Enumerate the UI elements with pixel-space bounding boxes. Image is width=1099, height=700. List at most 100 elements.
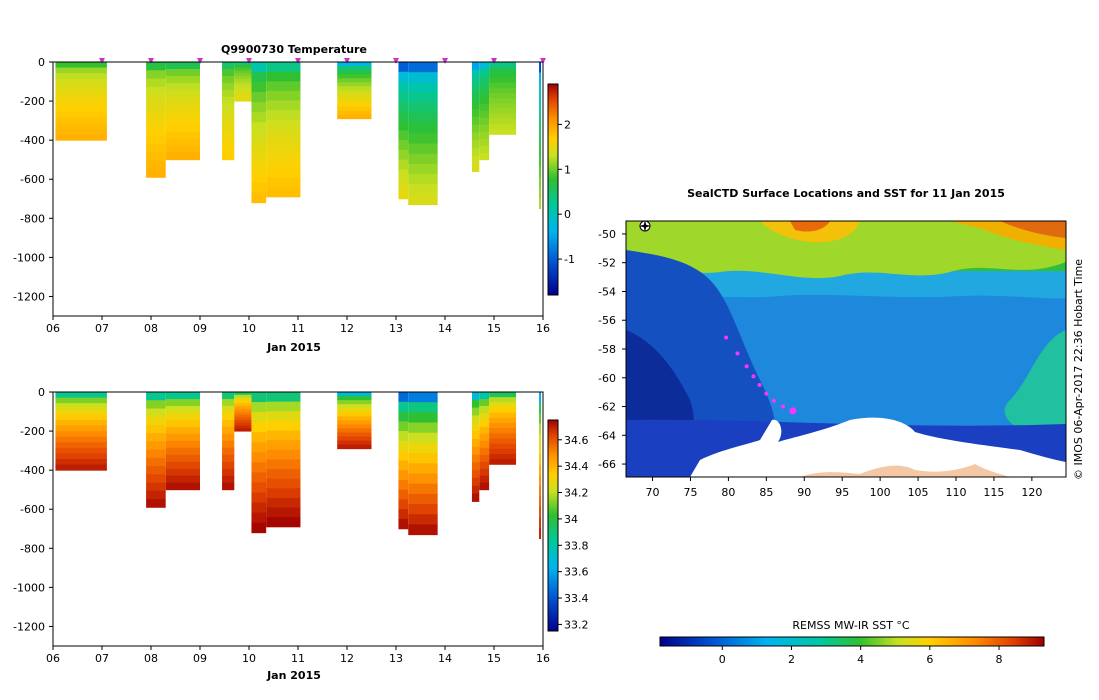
profile-cell xyxy=(398,62,409,73)
profile-cell xyxy=(489,417,517,424)
profile-cell xyxy=(222,461,235,470)
profile-cell xyxy=(408,62,438,73)
profile-cell xyxy=(539,62,542,73)
profile-cell xyxy=(146,424,166,434)
sst-warm-front xyxy=(626,221,1066,279)
profile-cell xyxy=(146,127,166,137)
profile-cell xyxy=(539,72,542,84)
profile-column-7 xyxy=(337,62,372,120)
profile-marker-icon xyxy=(295,58,301,64)
profile-cell xyxy=(471,462,480,471)
profile-cell xyxy=(479,475,490,484)
profile-cell xyxy=(471,69,480,79)
map-longitude-axis: 70 75 80 85 90 95 100 105 110 115 120 xyxy=(646,477,1042,499)
sst-map: SealCTD Surface Locations and SST for 11… xyxy=(598,187,1085,499)
profile-cell xyxy=(55,106,107,113)
y-tick-label: 0 xyxy=(38,56,45,69)
profile-cell xyxy=(489,443,517,450)
profile-cell xyxy=(234,408,252,413)
profile-cell xyxy=(222,433,235,442)
profile-cell xyxy=(234,67,252,71)
profile-column-7 xyxy=(337,392,372,450)
profile-cell xyxy=(222,398,235,407)
profile-marker-icon xyxy=(99,58,105,64)
profile-cell xyxy=(55,442,107,449)
profile-column-12 xyxy=(489,62,517,135)
profile-cell xyxy=(165,475,200,484)
sst-east-teal xyxy=(1004,330,1066,440)
temperature-colorbar xyxy=(547,83,559,296)
profile-cell xyxy=(337,416,372,421)
profile-cell xyxy=(266,71,301,82)
profile-cell xyxy=(222,131,235,140)
profile-cell xyxy=(266,110,301,121)
profile-marker-icon xyxy=(393,58,399,64)
sst-colorbar-label: REMSS MW-IR SST °C xyxy=(792,619,910,632)
profile-cell xyxy=(471,93,480,102)
profile-cell xyxy=(146,474,166,484)
profile-cell xyxy=(266,420,301,432)
profile-cell xyxy=(337,102,372,108)
profile-marker-icon xyxy=(442,58,448,64)
profile-column-5 xyxy=(251,392,267,534)
profile-cell xyxy=(539,496,542,508)
seal-location-point xyxy=(735,351,740,356)
lat-tick-label: -58 xyxy=(598,343,616,356)
profile-column-9 xyxy=(408,392,438,536)
colorbar-tick-label: 34.6 xyxy=(564,434,589,447)
y-tick-label: -1000 xyxy=(13,251,45,264)
lat-tick-label: -62 xyxy=(598,401,616,414)
profile-cell xyxy=(398,450,409,461)
map-title: SealCTD Surface Locations and SST for 11… xyxy=(687,187,1005,200)
profile-cell xyxy=(398,460,409,471)
profile-cell xyxy=(234,414,252,418)
profile-cell xyxy=(398,169,409,180)
profile-cell xyxy=(55,425,107,432)
profile-cell xyxy=(471,399,480,409)
profile-cell xyxy=(337,98,372,103)
profile-cell xyxy=(165,152,200,161)
profile-cell xyxy=(408,153,438,165)
profile-cell xyxy=(266,517,301,528)
profile-cell xyxy=(539,507,542,519)
profile-cell xyxy=(165,131,200,140)
profile-cell xyxy=(234,92,252,96)
profile-cell xyxy=(251,172,267,184)
x-tick-label: 14 xyxy=(438,652,452,665)
profile-cell xyxy=(146,144,166,154)
profile-cell xyxy=(222,75,235,84)
colorbar-tick-label: 33.6 xyxy=(564,566,589,579)
profile-cell xyxy=(479,433,490,442)
profile-cell xyxy=(471,493,480,502)
profile-cell xyxy=(489,448,517,455)
colorbar-tick-label: 34 xyxy=(564,513,578,526)
profile-cell xyxy=(408,402,438,413)
profile-cell xyxy=(479,75,490,84)
profile-cell xyxy=(471,140,480,149)
profile-cell xyxy=(479,440,490,449)
profile-cell xyxy=(251,432,267,443)
x-tick-label: 16 xyxy=(536,322,550,335)
profile-cell xyxy=(489,407,517,414)
profile-cell xyxy=(55,403,107,410)
profile-cell xyxy=(266,62,301,73)
profile-cell xyxy=(471,454,480,463)
profile-cell xyxy=(408,514,438,525)
profile-cell xyxy=(398,479,409,491)
profile-cell xyxy=(165,392,200,400)
profile-cell xyxy=(165,440,200,449)
profile-cell xyxy=(479,103,490,112)
profile-cell xyxy=(398,392,409,403)
profile-cell xyxy=(337,82,372,87)
profile-cell xyxy=(146,457,166,467)
profile-column-6 xyxy=(266,392,301,528)
profile-cell xyxy=(251,502,267,514)
profile-cell xyxy=(489,98,517,104)
x-tick-label: 15 xyxy=(487,652,501,665)
profile-cell xyxy=(539,82,542,94)
profile-cell xyxy=(479,447,490,456)
profile-cell xyxy=(55,447,107,454)
lon-tick-label: 120 xyxy=(1021,486,1042,499)
profile-cell xyxy=(471,446,480,456)
profile-cell xyxy=(471,470,480,479)
